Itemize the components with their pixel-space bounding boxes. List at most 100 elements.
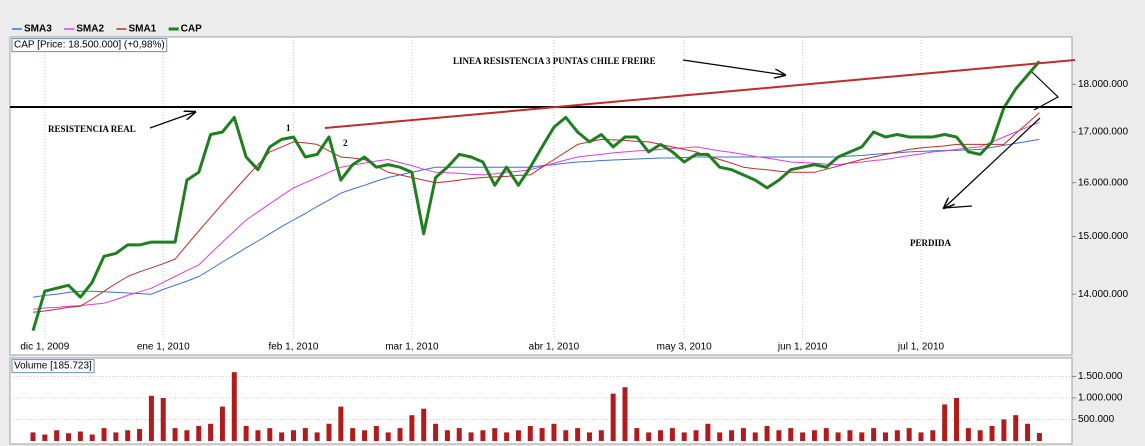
volume-bar: [1001, 419, 1007, 441]
volume-bar: [740, 428, 746, 441]
volume-bar: [66, 433, 72, 441]
volume-bar: [681, 432, 687, 441]
volume-bar: [30, 432, 36, 441]
volume-bar: [977, 430, 983, 441]
volume-bar: [847, 430, 853, 441]
labels: 14.000.000 15.000.000 16.000.000 17.000.000…: [11, 38, 1128, 425]
pane-title: CAP [Price: 18.500.000] (+0,98%): [14, 40, 165, 51]
volume-bar: [717, 432, 723, 441]
volume-bar: [184, 430, 190, 441]
y-tick-label: 1.000.000: [1078, 393, 1123, 404]
legend-label: SMA1: [128, 24, 156, 35]
volume-bar: [669, 428, 675, 441]
y-tick-label: 1.500.000: [1078, 371, 1123, 382]
volume-bar: [693, 430, 699, 441]
volume-bar: [788, 428, 794, 441]
annotation: LINEA RESISTENCIA 3 PUNTAS CHILE FREIRE: [453, 56, 656, 66]
volume-bar: [1036, 433, 1042, 441]
volume-bar: [515, 430, 521, 441]
volume-bar: [646, 432, 652, 441]
volume-bar: [551, 423, 557, 441]
series-line: [31, 60, 1041, 332]
volume-bar: [859, 432, 865, 441]
volume-bar: [752, 432, 758, 441]
volume-bar: [350, 428, 356, 441]
pane-title-box: [11, 38, 168, 53]
bracket: [1031, 71, 1060, 111]
volume-bar: [231, 372, 237, 441]
pane-title: Volume [185.723]: [14, 361, 92, 372]
y-tick-label: 17.000.000: [1078, 127, 1128, 138]
annotation: RESISTENCIA REAL: [48, 124, 136, 134]
volume-bar: [705, 423, 711, 441]
volume-bar: [871, 428, 877, 441]
volume-bar: [835, 432, 841, 441]
y-tick-label: 16.000.000: [1078, 177, 1128, 188]
x-tick-label: jul 1, 2010: [897, 342, 945, 353]
volume-bar: [480, 430, 486, 441]
volume-bar: [1025, 423, 1031, 441]
volume-bar: [539, 428, 545, 441]
volume-bar: [918, 432, 924, 441]
volume-bar: [208, 423, 214, 441]
volume-bar: [882, 432, 888, 441]
volume-bar: [409, 415, 415, 441]
volume-bar: [563, 430, 569, 441]
arrow: [944, 117, 1041, 208]
volume-bar: [54, 430, 60, 441]
volume-bar: [362, 430, 368, 441]
annotation: PERDIDA: [910, 238, 952, 248]
y-tick-label: 14.000.000: [1078, 289, 1128, 300]
volume-bar: [314, 432, 320, 441]
volume-bar: [1013, 415, 1019, 441]
volume-bar: [89, 434, 95, 441]
volume-bar: [989, 425, 995, 441]
volume-bar: [326, 423, 332, 441]
volume-bar: [954, 397, 960, 441]
x-tick-label: ene 1, 2010: [137, 342, 190, 353]
volume-bar: [586, 432, 592, 441]
volume-bar: [290, 430, 296, 441]
volume-bar: [137, 428, 143, 441]
legend-label: SMA3: [24, 24, 52, 35]
volume-bar: [219, 406, 225, 441]
volume-bar: [421, 408, 427, 441]
y-tick-label: 15.000.000: [1078, 231, 1128, 242]
volume-bar: [148, 395, 154, 441]
volume-bar: [77, 431, 83, 441]
volume-bar: [456, 428, 462, 441]
volume-bar: [965, 428, 971, 441]
volume-bar: [622, 387, 628, 441]
volume-bar: [267, 428, 273, 441]
volume-bar: [942, 404, 948, 441]
x-tick-label: feb 1, 2010: [268, 342, 318, 353]
volume-bar: [302, 428, 308, 441]
series-line: [32, 138, 1040, 298]
volume-bar: [575, 428, 581, 441]
legend-label: SMA2: [76, 24, 104, 35]
volume-bar: [658, 430, 664, 441]
volume-bar: [468, 432, 474, 441]
volume-bar: [101, 428, 107, 441]
volume-bar: [373, 425, 379, 441]
series-line: [32, 121, 1040, 310]
x-tick-label: dic 1, 2009: [20, 342, 69, 353]
y-tick-label: 18.000.000: [1078, 79, 1128, 90]
volume-bar: [279, 432, 285, 441]
volume-bar: [930, 430, 936, 441]
volume-bar: [338, 406, 344, 441]
volume-bar: [172, 428, 178, 441]
arrow: [943, 205, 973, 209]
series-line: [32, 112, 1040, 313]
volume-bar: [729, 430, 735, 441]
x-tick-label: mar 1, 2010: [385, 342, 439, 353]
volume-bar: [160, 397, 166, 441]
arrow: [149, 112, 195, 129]
x-tick-label: abr 1, 2010: [529, 342, 580, 353]
volume-bar: [764, 425, 770, 441]
x-tick-label: jun 1, 2010: [777, 342, 828, 353]
annotation: 1: [286, 123, 291, 133]
price-pane: [9, 36, 1073, 356]
y-tick-label: 500.000: [1078, 414, 1115, 425]
volume-bar: [196, 425, 202, 441]
